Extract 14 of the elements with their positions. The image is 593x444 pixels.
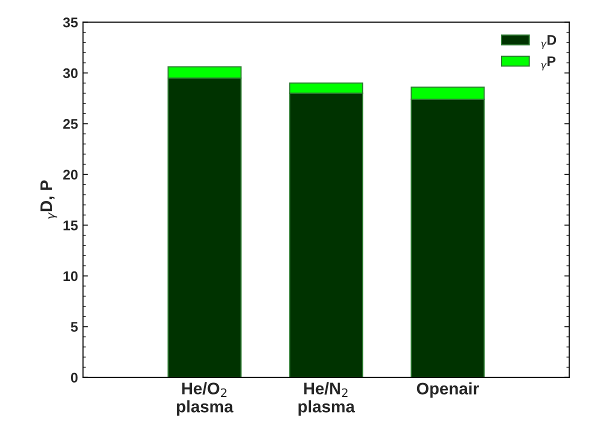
x-tick-label: He/N$_{2}$ plasma <box>298 382 355 416</box>
y-tick-label: 10 <box>64 271 78 282</box>
y-axis-title: $_{γ}$D, P <box>40 180 58 219</box>
y-tick-label: 5 <box>70 322 78 332</box>
y-tick-label: 0 <box>70 372 78 383</box>
x-tick-label: Openair <box>416 382 479 398</box>
legend-label: $_{γ}$D <box>541 35 556 50</box>
y-tick-label: 15 <box>64 220 78 230</box>
y-tick-label: 35 <box>63 18 78 28</box>
legend-label: $_{γ}$P <box>541 56 556 70</box>
x-tick-label: He/O$_{2}$ plasma <box>176 382 234 416</box>
y-tick-label: 25 <box>63 119 78 129</box>
y-tick-label: 20 <box>63 170 78 180</box>
y-tick-label: 30 <box>63 68 78 78</box>
